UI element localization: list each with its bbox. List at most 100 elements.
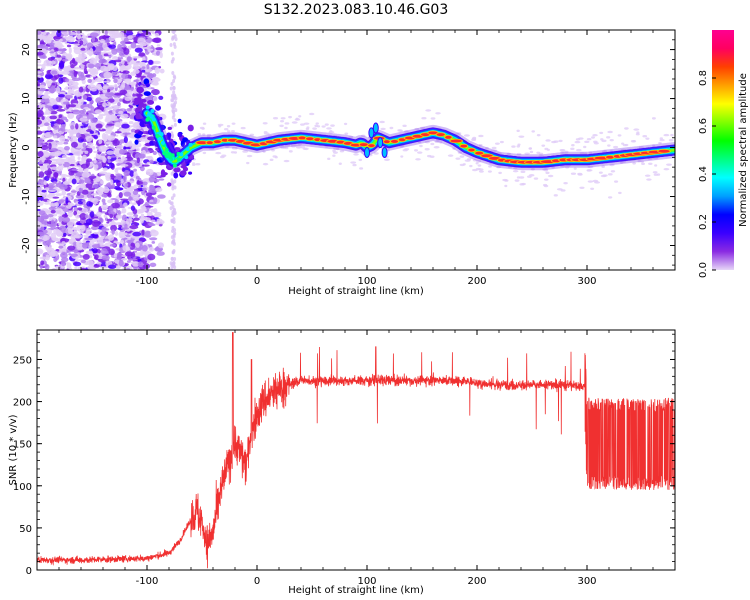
spectrogram-noise-speck xyxy=(570,147,575,151)
spectrogram-noise-speck xyxy=(173,75,177,80)
spectrogram-noise-speck xyxy=(95,48,102,56)
spectrogram-noise-speck xyxy=(111,48,118,55)
spectrogram-noise-speck xyxy=(37,30,42,35)
spectrogram-noise-speck xyxy=(478,134,484,138)
spectrogram-noise-speck xyxy=(138,52,146,57)
spectrogram-noise-speck xyxy=(44,38,51,44)
spectrogram-noise-speck xyxy=(76,34,82,40)
spectrogram-noise-speck xyxy=(152,73,157,78)
spectrogram-noise-speck xyxy=(94,164,99,170)
spectrogram-noise-speck xyxy=(116,154,122,157)
spectrogram-noise-speck xyxy=(199,126,205,130)
spectrogram-noise-speck xyxy=(153,208,158,214)
spectrogram-noise-speck xyxy=(587,165,594,169)
spectrogram-noise-speck xyxy=(81,189,89,195)
spectrogram-noise-speck xyxy=(262,122,268,125)
spectrogram-noise-speck xyxy=(111,33,120,39)
spectrogram-noise-speck xyxy=(120,59,125,65)
spectrogram-noise-speck xyxy=(47,194,54,199)
spectrogram-noise-speck xyxy=(50,161,58,165)
spectrogram-noise-speck xyxy=(218,125,222,128)
spectrogram-noise-speck xyxy=(136,157,141,164)
spectrogram-noise-speck xyxy=(172,102,176,107)
spectrogram-noise-speck xyxy=(78,86,84,93)
spectrogram-noise-speck xyxy=(37,76,44,84)
spectrogram-noise-speck xyxy=(147,148,153,151)
spectrogram-noise-speck xyxy=(50,219,55,226)
spectrogram-noise-speck xyxy=(113,253,118,258)
spectrogram-noise-speck xyxy=(157,242,164,249)
spectrogram-noise-speck xyxy=(128,82,137,86)
spectrogram-noise-speck xyxy=(71,168,79,171)
spectrogram-noise-speck xyxy=(96,186,105,194)
spectrogram-noise-speck xyxy=(105,174,111,182)
spectrogram-noise-speck xyxy=(570,172,577,175)
spectrogram-noise-speck xyxy=(83,222,91,226)
spectrogram-noise-speck xyxy=(58,48,68,52)
spectrogram-noise-speck xyxy=(107,193,112,198)
spectrogram-noise-speck xyxy=(68,135,75,138)
spectrogram-noise-speck xyxy=(485,146,489,150)
spectrogram-noise-speck xyxy=(86,42,94,49)
spectrogram-noise-speck xyxy=(115,144,124,149)
spectrogram-noise-speck xyxy=(642,135,648,138)
spectrogram-peak xyxy=(172,163,177,168)
spectrogram-noise-speck xyxy=(97,155,106,160)
spectrogram-noise-speck xyxy=(109,205,113,211)
spectrogram-noise-speck xyxy=(121,257,128,261)
spectrogram-noise-speck xyxy=(262,150,266,153)
spectrogram-noise-speck xyxy=(179,170,187,177)
spectrogram-noise-speck xyxy=(528,147,532,150)
spectrogram-noise-speck xyxy=(171,70,175,75)
spectrogram-noise-speck xyxy=(139,166,145,172)
spectrogram-noise-speck xyxy=(56,141,64,145)
spectrogram-noise-speck xyxy=(129,170,135,177)
spectrogram-noise-speck xyxy=(146,63,150,70)
spectrogram-noise-speck xyxy=(61,189,67,196)
spectrogram-noise-speck xyxy=(103,223,109,228)
spectrogram-noise-speck xyxy=(43,159,53,165)
spectrogram-noise-speck xyxy=(98,138,103,145)
spectrogram-noise-speck xyxy=(123,136,128,144)
spectrogram-noise-speck xyxy=(110,173,115,178)
spectrogram-noise-speck xyxy=(150,229,157,233)
spectrogram-peak xyxy=(196,141,208,145)
spectrogram-noise-speck xyxy=(50,60,56,65)
spectrogram-noise-speck xyxy=(153,197,158,204)
spectrogram-peak xyxy=(314,138,321,142)
spectrogram-noise-speck xyxy=(82,127,86,133)
spectrogram-noise-speck xyxy=(110,179,114,186)
spectrogram-noise-speck xyxy=(133,184,140,187)
spectrogram-wiggle xyxy=(372,122,379,134)
spectrogram-noise-speck xyxy=(208,147,215,151)
spectrogram-noise-speck xyxy=(452,147,456,150)
spectrogram-noise-speck xyxy=(151,240,156,244)
spectrogram-noise-speck xyxy=(173,122,177,127)
spectrogram-noise-speck xyxy=(58,94,65,98)
spectrogram-noise-speck xyxy=(225,145,229,149)
spectrogram-noise-speck xyxy=(591,136,595,139)
spectrogram-noise-speck xyxy=(107,88,111,93)
spectrogram-noise-speck xyxy=(159,52,163,59)
spectrogram-noise-speck xyxy=(121,73,129,80)
spectrogram-noise-speck xyxy=(73,248,79,254)
spectrogram-noise-speck xyxy=(172,208,176,213)
spectrogram-noise-speck xyxy=(127,45,132,50)
spectrogram-noise-speck xyxy=(50,209,56,214)
spectrogram-noise-speck xyxy=(113,78,118,84)
spectrogram-noise-speck xyxy=(142,42,152,45)
spectrogram-noise-speck xyxy=(115,214,123,219)
spectrogram-noise-speck xyxy=(137,98,142,104)
spectrogram-noise-speck xyxy=(599,131,604,135)
spectrogram-noise-speck xyxy=(78,179,85,184)
spectrogram-noise-speck xyxy=(170,59,174,64)
spectrogram-noise-speck xyxy=(107,199,114,204)
spectrogram-noise-speck xyxy=(563,181,568,185)
spectrogram-noise-speck xyxy=(80,259,86,264)
spectrogram-noise-speck xyxy=(280,120,285,123)
spectrogram-noise-speck xyxy=(67,70,76,77)
spectrogram-noise-speck xyxy=(116,48,124,53)
spectrogram-noise-speck xyxy=(94,109,103,114)
spectrogram-noise-speck xyxy=(272,116,279,120)
colorbar-tick-label: 0.2 xyxy=(698,214,709,230)
